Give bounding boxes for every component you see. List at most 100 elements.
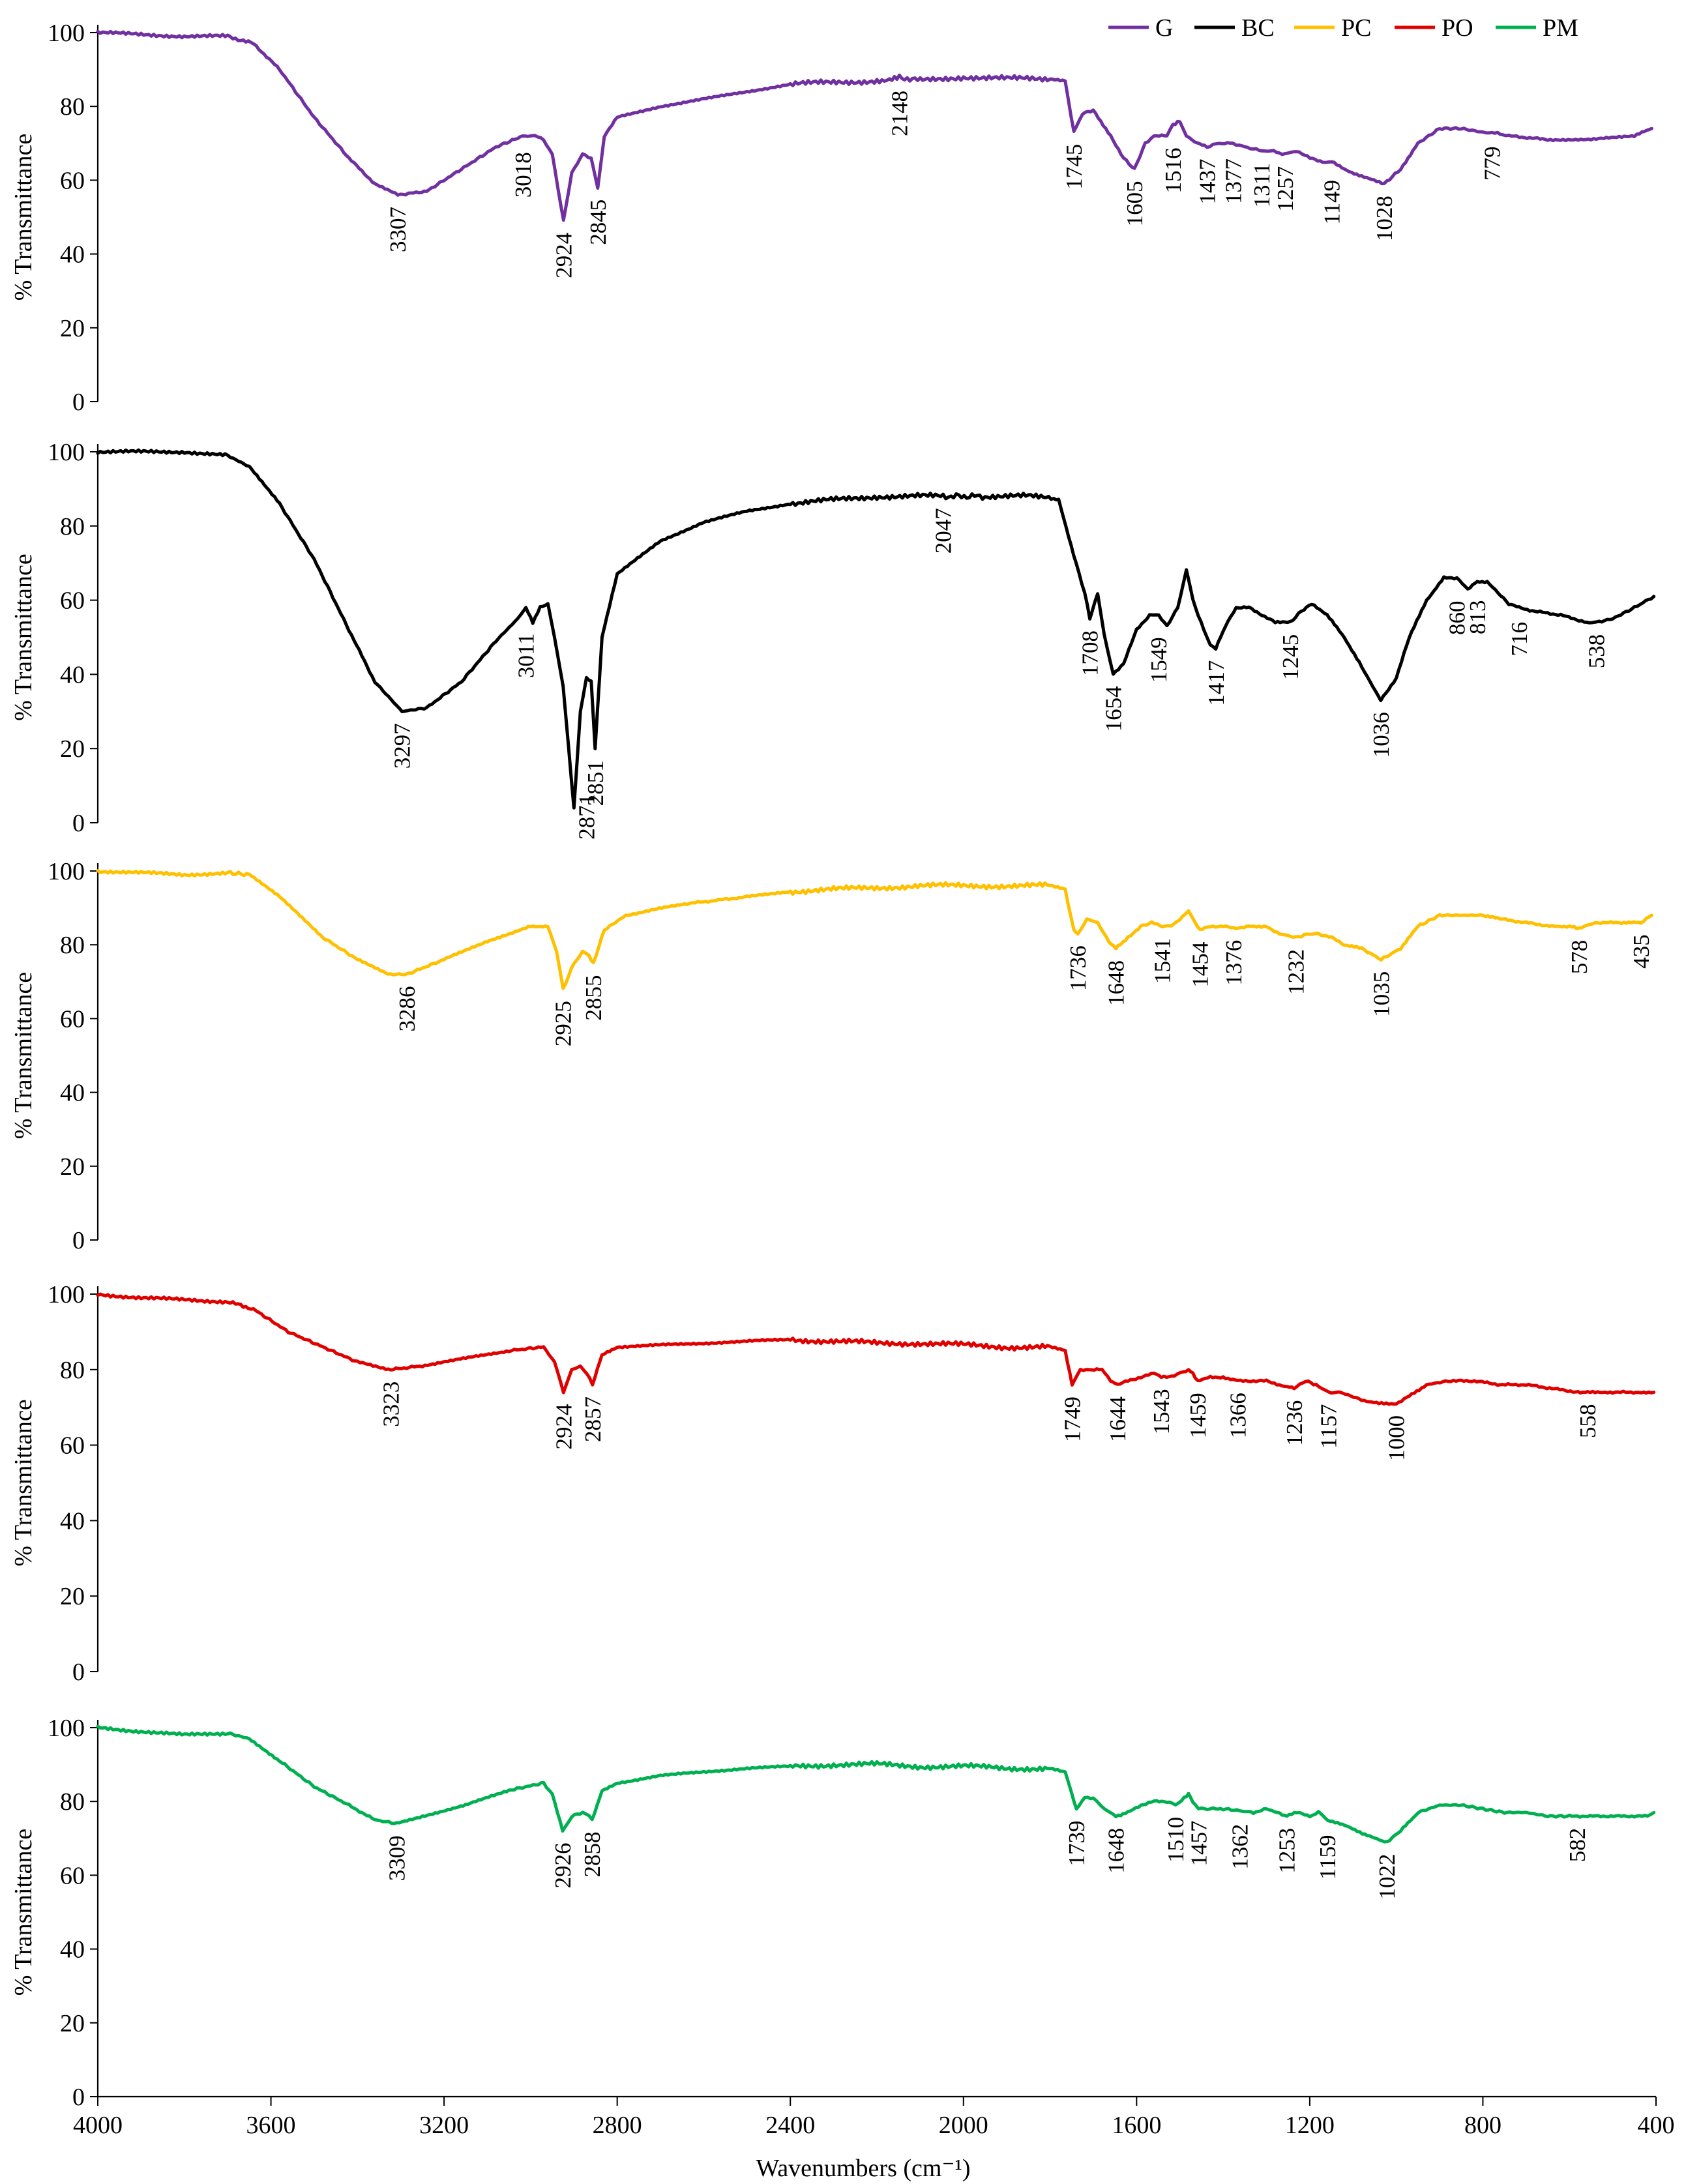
x-tick-label: 800: [1464, 2112, 1501, 2139]
legend-label: G: [1155, 14, 1173, 42]
y-tick-label: 0: [72, 810, 85, 837]
y-axis-label: % Transmittance: [10, 1829, 37, 1996]
x-tick-label: 2400: [765, 2112, 815, 2139]
x-tick-label: 3200: [419, 2112, 469, 2139]
y-tick-label: 100: [48, 1715, 85, 1742]
peak-label: 538: [1584, 634, 1609, 668]
x-tick-label: 2800: [593, 2112, 642, 2139]
y-tick-label: 60: [60, 167, 85, 194]
y-tick-label: 80: [60, 513, 85, 540]
series-line-bc: [96, 448, 1656, 810]
peak-label: 1366: [1226, 1393, 1251, 1438]
peak-label: 2924: [551, 233, 576, 278]
legend-entry-pc: PC: [1294, 14, 1371, 42]
x-tick-label: 3600: [246, 2112, 296, 2139]
y-tick-label: 80: [60, 1788, 85, 1816]
peak-label: 3323: [379, 1381, 404, 1427]
peak-label: 3286: [394, 986, 420, 1032]
peak-label: 1437: [1195, 159, 1220, 205]
y-tick-label: 20: [60, 1583, 85, 1610]
peak-label: 1644: [1105, 1396, 1131, 1442]
legend-label: PC: [1341, 14, 1371, 42]
x-tick-label: 1600: [1112, 2112, 1161, 2139]
legend-entry-g: G: [1108, 14, 1173, 42]
peak-label: 578: [1567, 940, 1592, 975]
peak-label: 1236: [1282, 1400, 1307, 1446]
peak-label: 2851: [583, 760, 608, 806]
peak-label: 1457: [1186, 1821, 1211, 1867]
peak-label: 1035: [1368, 971, 1394, 1017]
panel-g: 0 20 40 60 80 100 % Transmittance 3307 3018 2924 2…: [10, 20, 1653, 416]
y-tick-label: 80: [60, 932, 85, 959]
peak-label: 1232: [1284, 949, 1309, 995]
peak-label: 1543: [1149, 1389, 1174, 1434]
peak-label: 1417: [1204, 660, 1229, 706]
peak-label: 2871: [574, 794, 600, 840]
legend-label: PO: [1442, 14, 1473, 42]
peak-label: 1022: [1374, 1854, 1400, 1900]
peak-label: 1648: [1104, 960, 1129, 1006]
y-tick-label: 60: [60, 1432, 85, 1460]
y-tick-label: 40: [60, 1936, 85, 1964]
peak-label: 1149: [1320, 180, 1345, 225]
legend-label: PM: [1543, 14, 1578, 42]
y-tick-label: 80: [60, 1357, 85, 1384]
y-tick-label: 100: [48, 20, 85, 47]
x-tick-label: 2000: [939, 2112, 988, 2139]
legend: G BC PC PO PM: [1108, 14, 1578, 42]
peak-label: 1000: [1384, 1415, 1410, 1461]
peak-label: 1159: [1315, 1835, 1340, 1880]
peak-label: 1245: [1278, 634, 1303, 680]
peak-label: 1253: [1275, 1828, 1300, 1874]
y-tick-label: 40: [60, 1080, 85, 1107]
peak-label: 1708: [1078, 630, 1103, 676]
peak-label: 1654: [1101, 686, 1127, 731]
peak-label: 2926: [550, 1843, 576, 1889]
peak-label: 1376: [1221, 940, 1247, 986]
series-line-pm: [96, 1724, 1656, 1844]
peak-label: 2845: [585, 199, 611, 245]
peak-label: 3011: [514, 633, 539, 678]
peak-label: 1736: [1065, 945, 1091, 991]
y-tick-label: 60: [60, 587, 85, 615]
peak-label: 2857: [580, 1396, 606, 1442]
peak-label: 1541: [1150, 938, 1176, 984]
peak-label: 558: [1575, 1404, 1601, 1439]
peak-label: 2855: [581, 975, 606, 1021]
peak-label: 716: [1507, 622, 1532, 657]
y-tick-label: 40: [60, 661, 85, 688]
peak-label: 2148: [887, 91, 913, 136]
x-tick-label: 4000: [73, 2112, 123, 2139]
y-tick-label: 80: [60, 93, 85, 121]
legend-entry-bc: BC: [1194, 14, 1275, 42]
peak-label: 2924: [551, 1404, 576, 1450]
y-tick-label: 60: [60, 1862, 85, 1889]
peak-label: 1648: [1104, 1828, 1129, 1874]
y-tick-label: 100: [48, 439, 85, 466]
peak-label: 1739: [1064, 1821, 1089, 1867]
peak-label: 1311: [1249, 163, 1275, 208]
peak-label: 435: [1629, 934, 1654, 969]
peak-label: 1036: [1368, 712, 1394, 758]
y-tick-label: 0: [72, 1659, 85, 1686]
y-tick-label: 0: [72, 1227, 85, 1254]
y-tick-label: 60: [60, 1005, 85, 1033]
y-tick-label: 100: [48, 1281, 85, 1308]
peak-label: 1745: [1061, 144, 1087, 190]
peak-label: 1362: [1227, 1824, 1252, 1870]
y-tick-label: 0: [72, 2084, 85, 2111]
peak-label: 1516: [1161, 148, 1186, 194]
y-tick-label: 20: [60, 1153, 85, 1181]
peak-label: 1257: [1273, 166, 1298, 212]
peak-label: 3309: [385, 1835, 410, 1881]
peak-label: 779: [1479, 146, 1505, 181]
peak-label: 1377: [1220, 158, 1246, 204]
peak-label: 2047: [931, 508, 956, 553]
peak-label: 1459: [1185, 1393, 1211, 1438]
legend-label: BC: [1241, 14, 1275, 42]
peak-label: 1749: [1059, 1396, 1085, 1442]
series-line-po: [96, 1292, 1656, 1406]
peak-label: 3307: [385, 207, 411, 252]
